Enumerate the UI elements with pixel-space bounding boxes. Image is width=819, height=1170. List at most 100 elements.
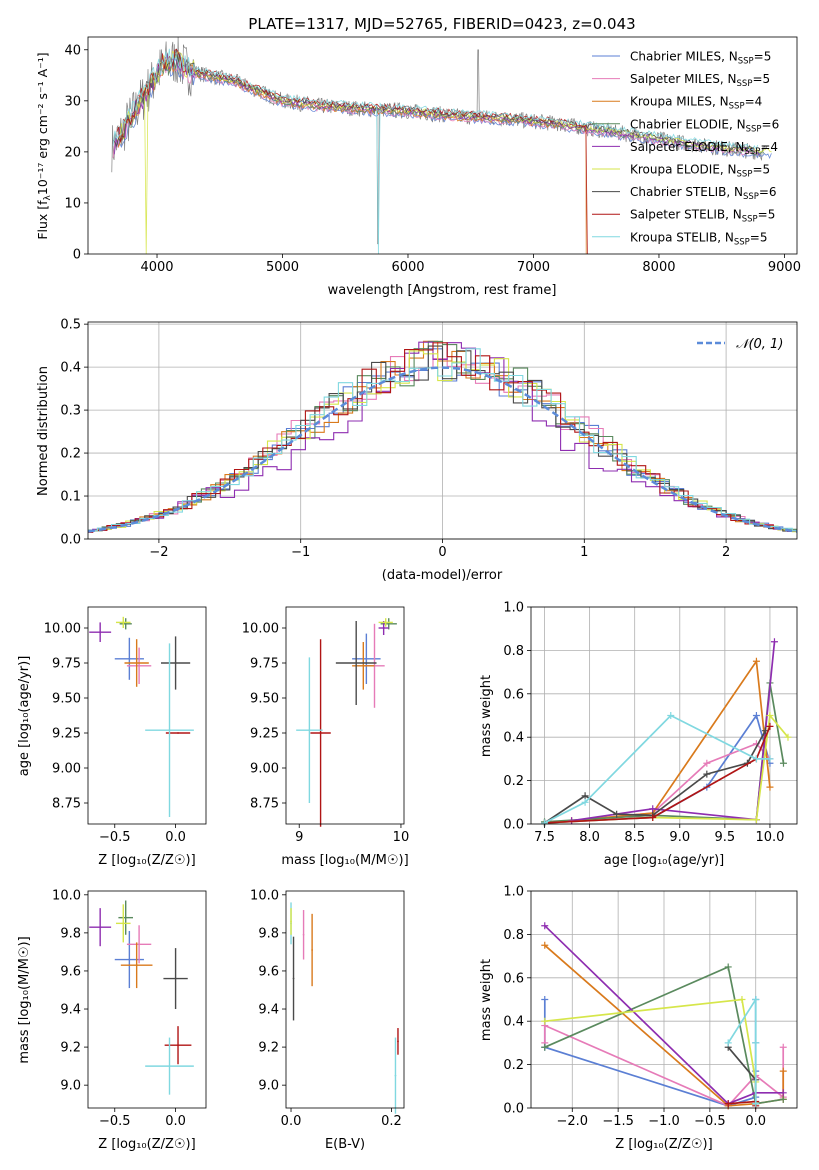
legend-entry-label: Salpeter MILES, NSSP=5 [630, 72, 770, 89]
y-tick-label: 9.4 [60, 1003, 81, 1018]
model-spectrum-line [116, 57, 587, 254]
mass-vs-Z-frame [87, 890, 207, 1109]
mass-weight-point-marker [779, 1089, 787, 1097]
model-spectrum-line [116, 48, 588, 254]
mass-weight-point-marker [770, 638, 778, 646]
model-spectrum-line [112, 48, 759, 254]
mass-weight-point-marker [667, 712, 675, 719]
spectrum-axes-frame [87, 36, 798, 255]
errorbar-point [302, 933, 305, 936]
y-tick-label: 9.75 [250, 657, 279, 672]
y-tick-label: 0.8 [503, 644, 524, 659]
mass-weight-point-marker [752, 712, 760, 719]
residual-xlabel: (data-model)/error [382, 568, 503, 583]
y-tick-label: 0.3 [60, 404, 81, 419]
mass-weight-vs-age-ylabel: mass weight [479, 675, 494, 757]
spectrum-panel: PLATE=1317, MJD=52765, FIBERID=0423, z=0… [35, 15, 801, 298]
y-tick-label: 30 [64, 94, 81, 109]
mass-weight-point-marker [724, 1039, 732, 1047]
x-tick-label: 4000 [140, 260, 173, 275]
errorbar-point [128, 657, 131, 660]
mass-weight-point-marker [766, 712, 774, 719]
y-tick-label: 0.8 [503, 928, 524, 943]
age-vs-mass-panel: 9 10 8.75 9.00 9.25 9.50 9.75 10.00 mass [log₁₀… [242, 606, 409, 868]
y-tick-label: 0 [73, 248, 81, 263]
mass-weight-series-line [544, 998, 757, 1104]
legend-entry-label: Kroupa MILES, NSSP=4 [630, 95, 762, 112]
spectrum-lines [111, 37, 772, 254]
x-tick-label: −1.0 [648, 1114, 680, 1129]
errorbar-point [124, 916, 127, 919]
errorbar-point [384, 621, 387, 624]
x-tick-label: 5000 [266, 260, 299, 275]
y-tick-label: 10.0 [250, 888, 279, 903]
mass-weight-point-marker [752, 657, 760, 665]
mass-vs-ebv-frame [285, 890, 405, 1109]
mass-vs-ebv-xlabel: E(B-V) [325, 1137, 365, 1152]
mass-weight-vs-Z-ylabel: mass weight [479, 959, 494, 1041]
mass-weight-point-marker [779, 759, 787, 767]
mass-weight-vs-Z-panel: −2.0 −1.5 −1.0 −0.5 0.0 0.0 0.2 0.4 0.6 0.8 1.0 Z … [479, 885, 798, 1152]
mass-weight-series-line [543, 999, 757, 1107]
errorbar-point [122, 922, 125, 925]
y-tick-label: 0.0 [503, 1102, 524, 1117]
errorbar-point [122, 621, 125, 624]
x-tick-label: 1 [580, 545, 588, 560]
y-tick-label: 0.2 [503, 1058, 524, 1073]
residual-legend: 𝒩(0, 1) [697, 337, 783, 352]
spectrum-xlabel: wavelength [Angstrom, rest frame] [328, 283, 557, 298]
errorbar-point [168, 729, 171, 732]
errorbar-point [135, 964, 138, 967]
spectrum-legend: Chabrier MILES, NSSP=5 Salpeter MILES, NS… [592, 50, 779, 247]
mass-weight-point-marker [779, 1095, 787, 1103]
residual-histogram-series [88, 341, 797, 533]
x-tick-label: −0.5 [99, 830, 131, 845]
mass-weight-point-marker [541, 941, 549, 949]
mass-weight-point-marker [766, 722, 774, 730]
residual-histogram-panel: −2 −1 0 1 2 0.0 0.1 0.2 0.3 0.4 0.5 (data-model)/e… [36, 318, 798, 583]
mass-weight-point-marker [752, 755, 760, 763]
mass-weight-point-marker [738, 996, 746, 1003]
x-tick-label: 9.5 [715, 830, 736, 845]
y-tick-label: 10.00 [242, 622, 279, 637]
y-tick-label: 9.50 [52, 692, 81, 707]
x-tick-label: 0.0 [281, 1114, 302, 1129]
x-tick-label: 6000 [391, 260, 424, 275]
mass-weight-point-marker [581, 798, 589, 806]
y-tick-label: 9.25 [250, 727, 279, 742]
errorbar-point [99, 631, 102, 634]
legend-entry-label: Chabrier ELODIE, NSSP=6 [630, 117, 779, 134]
mass-weight-point-marker [724, 1100, 732, 1108]
y-tick-label: 9.75 [52, 657, 81, 672]
errorbar-point [319, 732, 322, 734]
mass-weight-series-line [571, 742, 771, 822]
residual-histogram-series [88, 345, 797, 532]
errorbar-point [362, 664, 365, 667]
legend-entry-label: Salpeter STELIB, NSSP=5 [630, 208, 775, 225]
mass-weight-point-marker [581, 792, 589, 800]
errorbar-point [174, 662, 177, 664]
legend-entry-label: Kroupa ELODIE, NSSP=5 [630, 163, 770, 180]
x-tick-label: 8.0 [579, 830, 600, 845]
mass-weight-point-marker [703, 770, 711, 778]
mass-weight-vs-age-panel: 7.5 8.0 8.5 9.0 9.5 10.0 0.0 0.2 0.4 0.6 0.8 1.0 ag… [479, 601, 798, 868]
errorbar-point [135, 662, 138, 664]
y-tick-label: 0.2 [503, 774, 524, 789]
y-tick-label: 0.4 [503, 1015, 524, 1030]
y-tick-label: 0.0 [503, 818, 524, 833]
legend-entry-label: Kroupa STELIB, NSSP=5 [630, 230, 768, 247]
mass-weight-point-marker [541, 1017, 549, 1025]
y-tick-label: 0.5 [60, 318, 81, 333]
age-vs-mass-xlabel: mass [log₁₀(M/M☉)] [281, 853, 408, 868]
age-vs-Z-xlabel: Z [log₁₀(Z/Z☉)] [98, 853, 195, 868]
observed-spectrum-line [111, 37, 768, 245]
mass-weight-series-line [544, 726, 771, 824]
x-tick-label: 0.0 [165, 830, 186, 845]
mass-weight-point-marker [752, 816, 760, 824]
x-tick-label: −0.5 [99, 1114, 131, 1129]
x-tick-label: 9000 [768, 260, 801, 275]
x-tick-label: −0.5 [694, 1114, 726, 1129]
errorbar-point [397, 1040, 399, 1043]
y-tick-label: 9.50 [250, 692, 279, 707]
